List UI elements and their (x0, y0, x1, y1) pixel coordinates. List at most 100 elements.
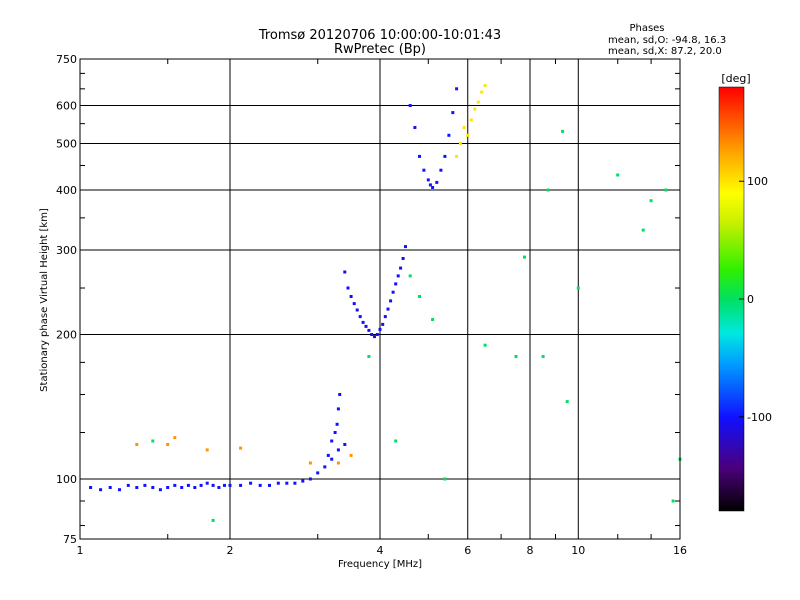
y-tick-label: 75 (63, 533, 77, 546)
data-point (391, 290, 395, 294)
data-point (443, 154, 447, 158)
data-point (108, 486, 112, 489)
x-tick-label: 8 (527, 544, 534, 557)
data-point (455, 154, 459, 158)
data-point (326, 453, 330, 457)
data-point (466, 133, 470, 137)
data-point (166, 443, 170, 446)
stats-line-x: mean, sd,X: 87.2, 20.0 (608, 46, 722, 57)
data-point (199, 483, 203, 487)
data-point (367, 355, 371, 358)
data-point (330, 439, 334, 443)
data-point (431, 318, 435, 321)
data-point (151, 486, 155, 489)
x-tick-label: 16 (673, 544, 687, 557)
data-point (89, 486, 93, 489)
data-point (293, 481, 297, 485)
data-point (211, 518, 215, 522)
data-point (386, 307, 390, 311)
data-point (458, 142, 462, 145)
data-points (89, 84, 682, 522)
data-point (375, 333, 379, 336)
data-point (336, 407, 340, 411)
data-point (239, 446, 243, 450)
data-point (135, 443, 139, 446)
data-point (276, 481, 280, 485)
data-point (381, 322, 385, 326)
data-point (435, 180, 439, 184)
y-tick-label: 100 (56, 473, 77, 486)
data-point (408, 104, 412, 107)
data-point (514, 355, 518, 358)
data-point (439, 168, 443, 172)
data-point (316, 471, 320, 475)
data-point (355, 308, 359, 312)
data-point (338, 393, 342, 396)
data-point (217, 486, 221, 489)
data-point (143, 483, 147, 487)
x-tick-label: 6 (464, 544, 471, 557)
data-point (394, 282, 398, 286)
data-point (308, 461, 312, 465)
data-point (671, 499, 675, 503)
data-point (396, 274, 400, 278)
data-point (336, 461, 340, 465)
plot-frame (79, 58, 681, 540)
data-point (193, 486, 197, 489)
data-point (616, 173, 620, 177)
data-point (268, 483, 271, 487)
data-point (426, 178, 430, 182)
data-point (151, 439, 155, 443)
data-point (99, 488, 103, 492)
axis-ticks: 1 2 4 6 8 10 16 75 100 200 300 400 500 600 750 (56, 53, 687, 557)
data-point (455, 87, 459, 91)
chart-title-line1: Tromsø 20120706 10:00:00-10:01:43 (258, 28, 501, 43)
data-point (166, 486, 170, 489)
data-point (367, 328, 371, 332)
data-point (126, 483, 130, 487)
data-point (135, 486, 139, 489)
data-point (301, 479, 305, 483)
data-point (399, 266, 403, 270)
colorbar-tick-label: -100 (747, 411, 772, 424)
data-point (349, 295, 353, 298)
data-point (383, 315, 387, 319)
data-point (462, 126, 466, 129)
data-point (447, 133, 451, 137)
y-axis-label: Stationary phase Virtual Height [km] (39, 208, 50, 392)
data-point (576, 286, 580, 290)
y-tick-label: 750 (56, 53, 77, 66)
data-point (378, 327, 382, 331)
data-point (428, 183, 432, 187)
data-point (370, 333, 374, 336)
colorbar-tick-label: 100 (747, 175, 768, 188)
data-point (401, 257, 405, 260)
data-point (476, 100, 480, 104)
data-point (173, 483, 177, 487)
data-point (308, 477, 312, 481)
x-tick-label: 2 (227, 544, 234, 557)
data-point (523, 255, 526, 259)
data-point (431, 186, 435, 189)
data-point (323, 465, 327, 469)
data-point (408, 274, 412, 278)
data-point (205, 481, 209, 485)
data-point (249, 481, 253, 485)
x-tick-label: 10 (571, 544, 585, 557)
data-point (565, 400, 569, 404)
data-point (664, 188, 668, 192)
data-point (343, 443, 347, 446)
data-point (285, 481, 289, 485)
data-point (649, 199, 653, 203)
x-axis-label: Frequency [MHz] (338, 559, 422, 570)
data-point (258, 483, 262, 487)
data-point (346, 286, 350, 290)
stats-heading: Phases (629, 23, 664, 34)
data-point (349, 453, 353, 457)
data-point (418, 295, 421, 298)
data-point (223, 483, 226, 487)
data-point (413, 126, 417, 129)
data-point (335, 422, 339, 426)
data-point (546, 188, 550, 192)
